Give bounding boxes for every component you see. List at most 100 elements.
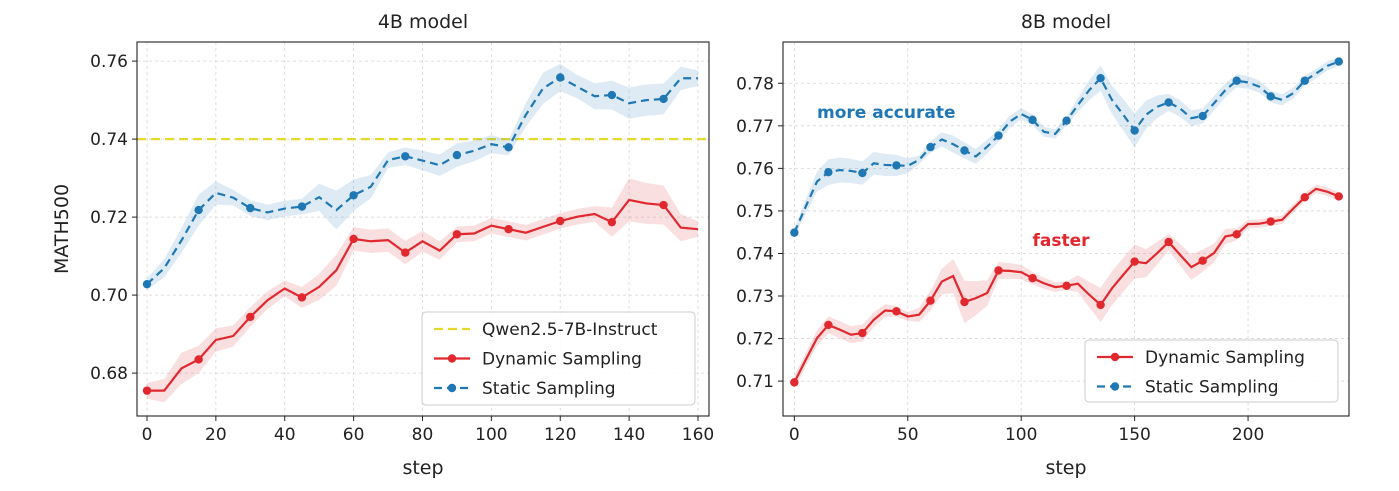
y-axis-label: MATH500 bbox=[51, 184, 73, 274]
data-point bbox=[556, 73, 565, 82]
x-tick-label: 140 bbox=[613, 425, 645, 445]
data-point bbox=[960, 297, 969, 307]
data-point bbox=[892, 161, 901, 170]
confidence-band bbox=[794, 57, 1339, 237]
x-tick-label: 100 bbox=[475, 425, 507, 445]
data-point bbox=[349, 191, 358, 200]
data-point bbox=[297, 202, 307, 211]
data-point bbox=[659, 200, 668, 210]
x-tick-label: 0 bbox=[789, 425, 800, 445]
data-point bbox=[504, 143, 513, 152]
legend: Qwen2.5-7B-Instruct Dynamic Sampling Stati… bbox=[421, 311, 696, 406]
data-point bbox=[994, 266, 1003, 275]
data-point bbox=[926, 296, 935, 305]
x-tick-label: 50 bbox=[897, 425, 919, 445]
y-tick-label: 0.75 bbox=[736, 202, 774, 222]
data-point bbox=[1334, 192, 1343, 201]
x-tick-label: 120 bbox=[544, 425, 576, 445]
data-point bbox=[1096, 300, 1105, 310]
data-point bbox=[504, 224, 513, 234]
data-point bbox=[1028, 273, 1037, 283]
x-tick-label: 0 bbox=[142, 425, 153, 445]
legend-box bbox=[421, 311, 696, 406]
y-tick-label: 0.78 bbox=[736, 74, 774, 94]
data-point bbox=[607, 217, 617, 227]
data-point bbox=[790, 378, 799, 387]
y-tick-label: 0.77 bbox=[736, 117, 774, 137]
data-point bbox=[142, 279, 152, 289]
annotation-label: more accurate bbox=[817, 103, 955, 123]
x-tick-label: 60 bbox=[343, 425, 365, 445]
axes-frame bbox=[136, 41, 710, 417]
series-line bbox=[146, 198, 699, 392]
data-point bbox=[824, 320, 833, 330]
y-tick-label: 0.74 bbox=[90, 130, 128, 150]
y-tick-label: 0.72 bbox=[90, 208, 128, 228]
y-tick-label: 0.68 bbox=[90, 364, 128, 384]
x-tick-label: 100 bbox=[1005, 425, 1037, 445]
confidence-band bbox=[146, 178, 698, 403]
data-point bbox=[1334, 57, 1343, 66]
legend-swatch-marker bbox=[447, 383, 457, 393]
axes-frame bbox=[782, 41, 1350, 417]
data-point bbox=[194, 205, 203, 215]
data-point bbox=[452, 150, 462, 160]
data-point bbox=[1232, 230, 1241, 239]
series-static-sampling bbox=[790, 57, 1343, 237]
chart-4b: 0 20 40 60 80 100 120 140 160 0.68 0.70 0.72 0.74 0.7… bbox=[51, 11, 714, 479]
data-point bbox=[1062, 281, 1071, 291]
data-point bbox=[659, 94, 668, 104]
legend-label: Static Sampling bbox=[482, 379, 616, 399]
data-point bbox=[1096, 73, 1105, 83]
data-point bbox=[1198, 111, 1207, 121]
data-point bbox=[1164, 98, 1173, 107]
data-point bbox=[246, 312, 255, 322]
data-point bbox=[142, 386, 152, 395]
legend-label: Dynamic Sampling bbox=[1145, 348, 1305, 368]
data-point bbox=[1300, 76, 1309, 85]
data-point bbox=[1130, 126, 1139, 135]
x-tick-label: 160 bbox=[682, 425, 714, 445]
data-point bbox=[858, 328, 867, 338]
data-point bbox=[401, 248, 410, 257]
y-tick-label: 0.72 bbox=[736, 330, 774, 350]
legend-label: Static Sampling bbox=[1145, 378, 1279, 398]
data-point bbox=[960, 146, 969, 155]
series-dynamic-sampling bbox=[142, 178, 699, 403]
data-point bbox=[1198, 256, 1207, 265]
data-point bbox=[1300, 193, 1309, 202]
annotation-label: faster bbox=[1033, 231, 1091, 251]
legend: Dynamic Sampling Static Sampling bbox=[1084, 339, 1339, 403]
data-point bbox=[349, 234, 358, 244]
x-tick-label: 80 bbox=[412, 425, 434, 445]
legend-swatch-marker bbox=[447, 354, 457, 363]
x-tick-label: 40 bbox=[274, 425, 296, 445]
data-point bbox=[1232, 76, 1241, 85]
legend-box bbox=[1084, 339, 1339, 403]
legend-label: Dynamic Sampling bbox=[482, 350, 642, 370]
series-static-sampling bbox=[142, 63, 698, 291]
x-axis-label: step bbox=[1045, 457, 1086, 479]
data-point bbox=[1028, 115, 1037, 125]
data-point bbox=[892, 307, 901, 316]
confidence-band bbox=[146, 63, 698, 291]
data-point bbox=[452, 230, 462, 239]
legend-swatch-marker bbox=[1110, 352, 1120, 362]
data-point bbox=[994, 131, 1003, 140]
x-axis-label: step bbox=[402, 457, 443, 479]
legend-label: Qwen2.5-7B-Instruct bbox=[482, 320, 658, 340]
data-point bbox=[1266, 217, 1275, 226]
chart-title: 8B model bbox=[1021, 11, 1111, 33]
data-point bbox=[401, 152, 410, 161]
data-point bbox=[1266, 92, 1275, 101]
x-tick-label: 150 bbox=[1118, 425, 1150, 445]
data-point bbox=[790, 228, 799, 237]
data-point bbox=[824, 167, 833, 177]
data-point bbox=[1130, 257, 1139, 266]
data-point bbox=[556, 216, 565, 226]
series-dynamic-sampling bbox=[790, 184, 1343, 389]
data-point bbox=[607, 90, 617, 100]
x-tick-label: 200 bbox=[1232, 425, 1264, 445]
